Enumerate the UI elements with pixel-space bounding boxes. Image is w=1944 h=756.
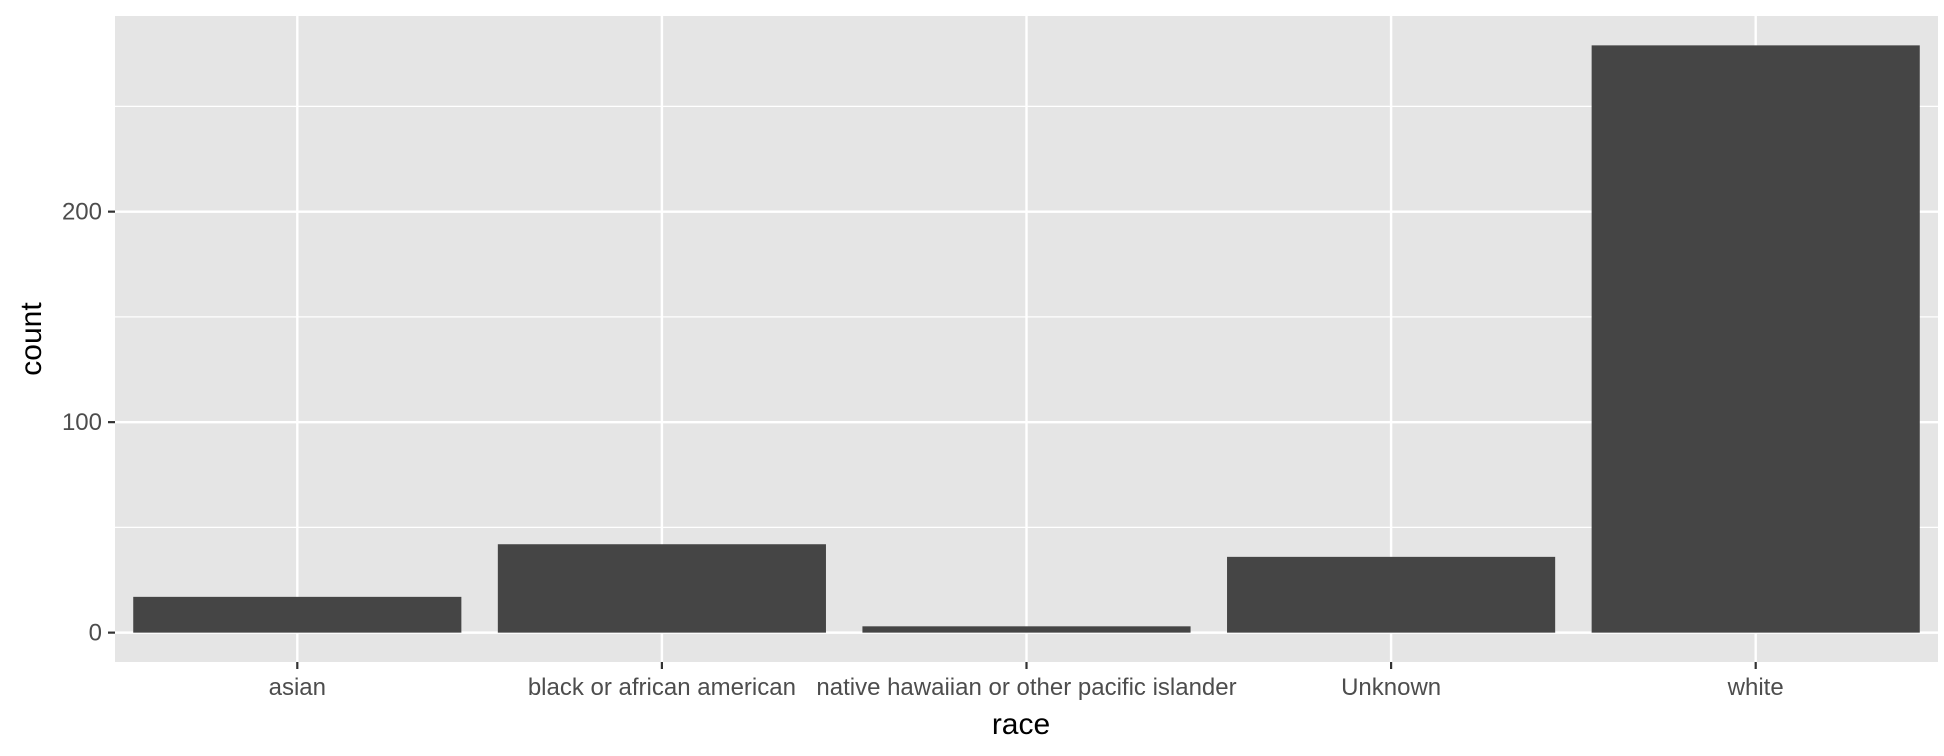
y-axis: 0 100 200: [62, 199, 115, 647]
y-axis-title: count: [15, 302, 48, 376]
x-tick-label: native hawaiian or other pacific islande…: [816, 674, 1236, 701]
x-tick-label: white: [1727, 674, 1784, 701]
x-tick-label: black or african american: [528, 674, 796, 701]
bar-asian: [133, 596, 462, 633]
x-tick-label: asian: [269, 674, 326, 701]
x-axis-title: race: [992, 708, 1050, 741]
x-axis: asian black or african american native haw…: [269, 662, 1784, 701]
bar-white: [1591, 45, 1920, 633]
y-tick-label: 0: [89, 620, 102, 647]
y-tick-label: 100: [62, 409, 102, 436]
bar-black-or-african-american: [497, 544, 826, 633]
bar-unknown: [1227, 556, 1556, 633]
bar-native-hawaiian-or-other-pacific-islander: [862, 626, 1191, 633]
y-tick-label: 200: [62, 199, 102, 226]
bars: [133, 45, 1920, 633]
x-tick-label: Unknown: [1341, 674, 1441, 701]
